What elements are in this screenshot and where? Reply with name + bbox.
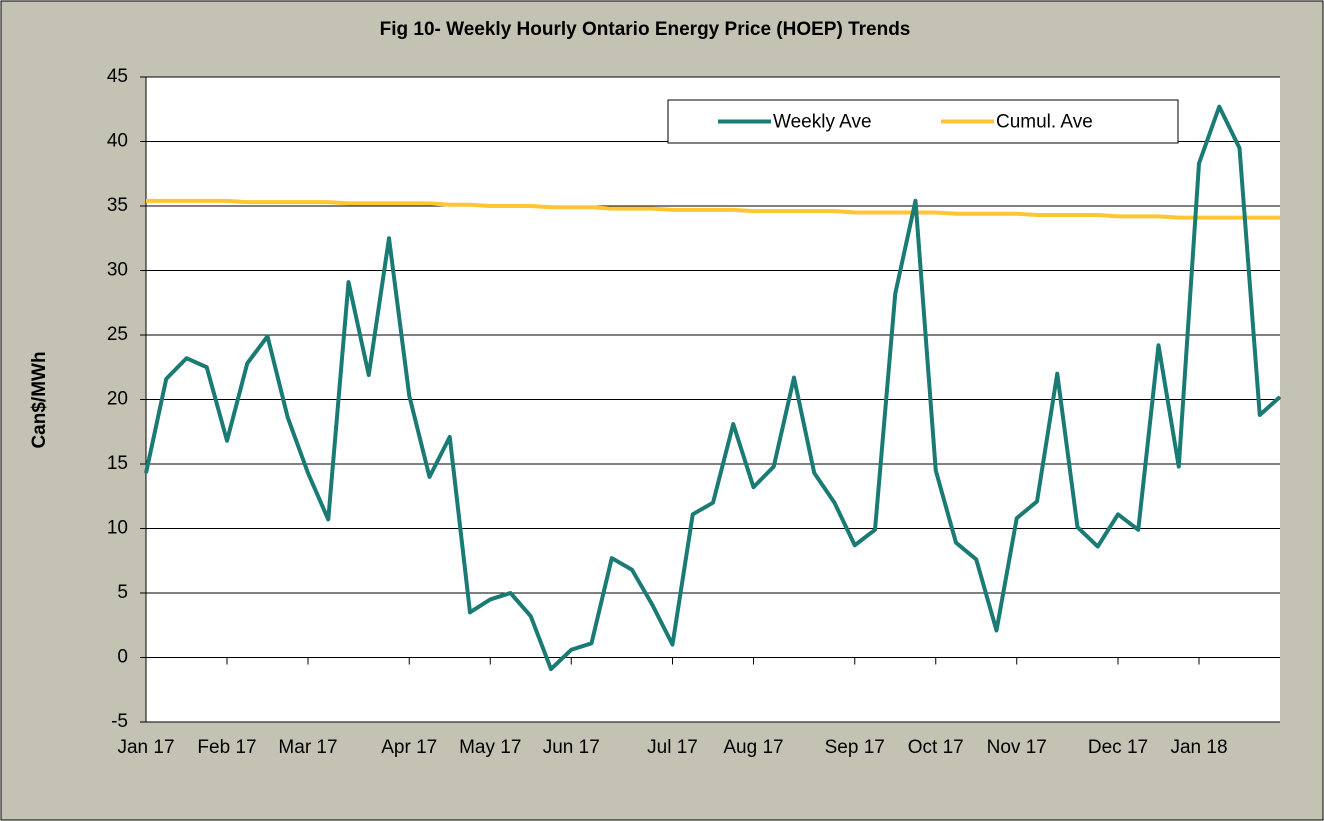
x-tick-label: Nov 17	[987, 737, 1047, 758]
x-tick-label: Jan 17	[117, 737, 174, 758]
x-tick-label: Apr 17	[381, 737, 437, 758]
y-tick-label: 15	[107, 453, 128, 474]
x-tick-label: May 17	[459, 737, 521, 758]
y-tick-label: 5	[117, 582, 128, 603]
x-tick-label: Sep 17	[825, 737, 885, 758]
legend-label: Cumul. Ave	[996, 112, 1093, 133]
y-tick-label: 0	[117, 647, 128, 668]
y-tick-label: 20	[107, 389, 128, 410]
x-tick-label: Oct 17	[908, 737, 964, 758]
y-tick-label: 35	[107, 195, 128, 216]
x-tick-label: Jul 17	[647, 737, 698, 758]
x-tick-label: Mar 17	[278, 737, 337, 758]
legend-label: Weekly Ave	[773, 112, 872, 133]
y-tick-label: -5	[111, 711, 128, 732]
y-axis-label: Can$/MWh	[29, 351, 50, 448]
y-tick-label: 25	[107, 324, 128, 345]
series-line	[144, 104, 1282, 672]
series-line	[146, 198, 1280, 220]
x-tick-label: Feb 17	[197, 737, 256, 758]
y-tick-label: 40	[107, 131, 128, 152]
y-tick-label: 30	[107, 260, 128, 281]
chart-title: Fig 10- Weekly Hourly Ontario Energy Pri…	[380, 19, 911, 40]
x-tick-label: Aug 17	[723, 737, 783, 758]
y-tick-label: 10	[107, 518, 128, 539]
y-tick-label: 45	[107, 66, 128, 87]
x-tick-label: Jan 18	[1170, 737, 1227, 758]
x-tick-label: Dec 17	[1088, 737, 1148, 758]
x-tick-label: Jun 17	[543, 737, 600, 758]
